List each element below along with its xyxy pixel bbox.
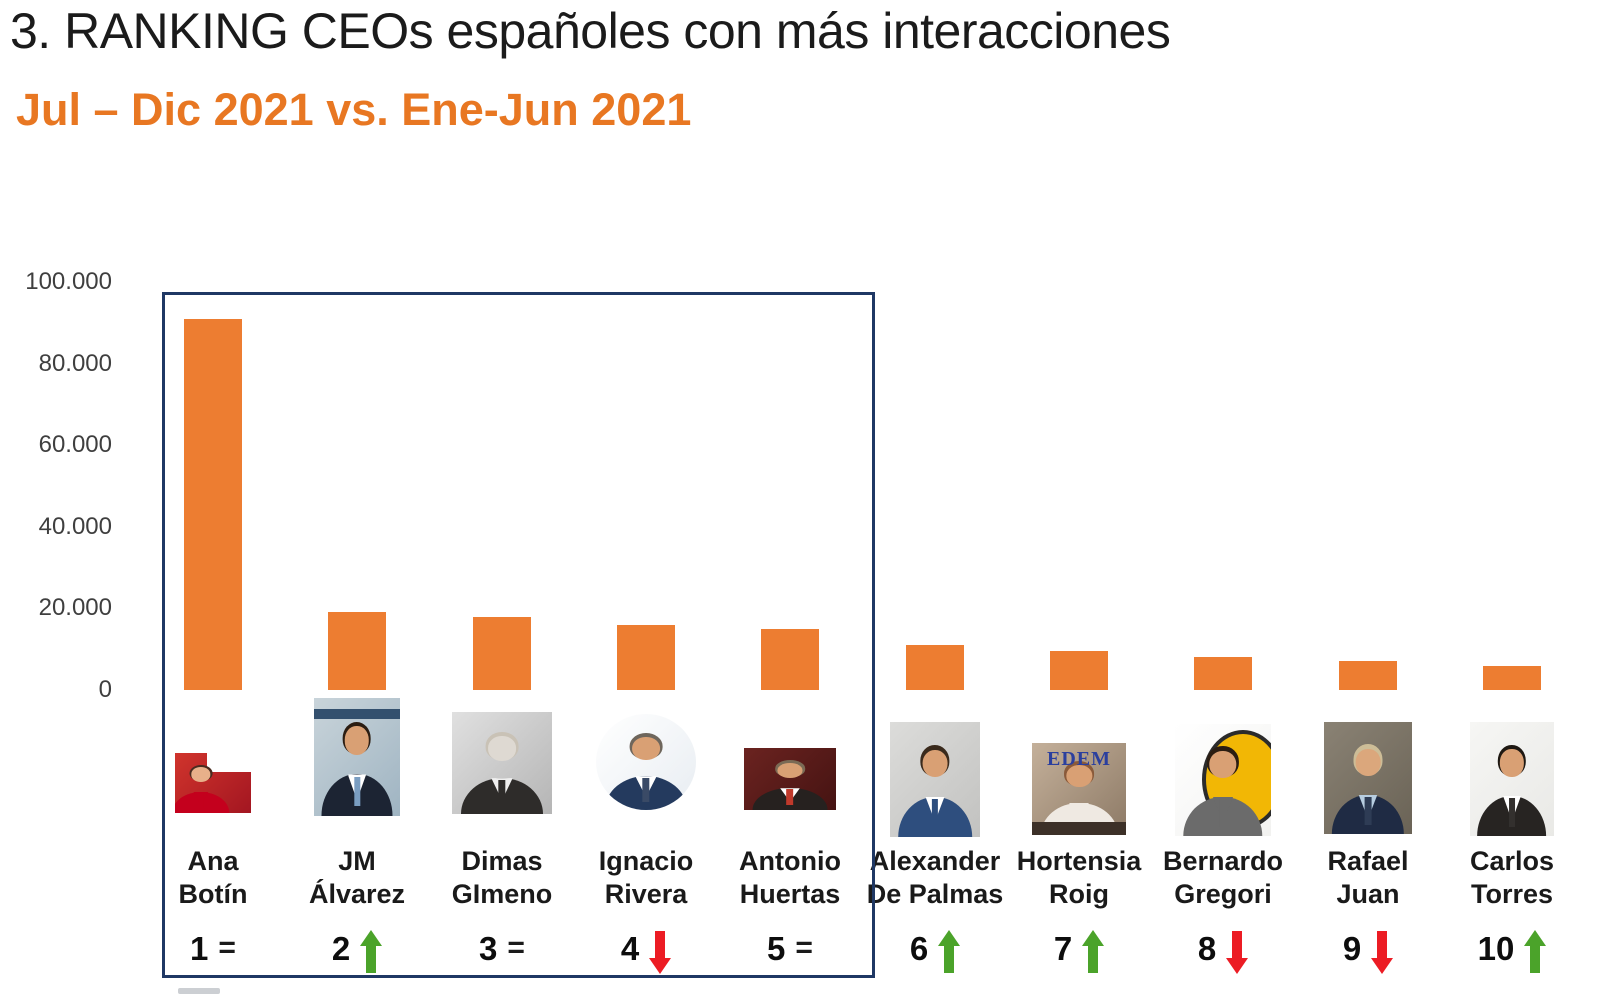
ceo-column-4: Ignacio Rivera 4	[574, 0, 718, 994]
ceo-photo-dimas-gimeno	[452, 712, 552, 814]
bar-rafael-juan	[1339, 661, 1397, 690]
down-arrow-icon	[649, 928, 671, 976]
rank-number: 1	[190, 930, 209, 967]
equal-sign-icon: =	[507, 931, 525, 964]
person-silhouette	[175, 765, 230, 813]
bar-ana-botin	[184, 319, 242, 690]
rank-number: 4	[620, 930, 640, 967]
rank-number: 7	[1053, 930, 1073, 967]
equal-sign-icon: =	[218, 931, 236, 964]
down-arrow-icon	[1371, 928, 1393, 976]
ceo-photo-ana-botin	[175, 753, 251, 813]
person-silhouette	[321, 721, 393, 816]
bar-bernardo-gregori	[1194, 657, 1252, 690]
y-axis-tick-80000: 80.000	[38, 350, 112, 377]
bar-carlos-torres	[1483, 666, 1541, 690]
rank-indicator: 6	[863, 928, 1007, 978]
rank-indicator: 2	[285, 928, 429, 978]
rank-number: 3	[479, 930, 498, 967]
edem-logo-text: EDEM	[1047, 747, 1111, 770]
down-arrow-icon	[1226, 928, 1248, 976]
rank-number: 2	[331, 930, 351, 967]
rank-indicator: 1 =	[141, 928, 285, 978]
rank-indicator: 10	[1440, 928, 1584, 978]
person-silhouette	[1477, 744, 1547, 836]
ceo-photo-jm-alvarez	[314, 698, 400, 816]
rank-indicator: 8	[1151, 928, 1295, 978]
ceo-column-5: Antonio Huertas 5 =	[718, 0, 862, 994]
up-arrow-icon	[360, 928, 382, 976]
ceo-photo-antonio-huertas	[744, 748, 836, 810]
bar-jm-alvarez	[328, 612, 386, 690]
rank-indicator: 7	[1007, 928, 1151, 978]
ceo-name: Ignacio Rivera	[598, 846, 694, 909]
ceo-name: Alexander De Palmas	[866, 846, 1004, 909]
ceo-photo-rafael-juan	[1324, 722, 1412, 834]
y-axis-tick-20000: 20.000	[38, 594, 112, 621]
person-silhouette	[1183, 746, 1263, 836]
up-arrow-icon	[938, 928, 960, 976]
up-arrow-icon	[1524, 928, 1546, 976]
ceo-photo-hortensia-roig: EDEM	[1032, 743, 1126, 835]
person-silhouette	[898, 745, 972, 837]
ceo-column-6: Alexander De Palmas 6	[863, 0, 1007, 994]
person-silhouette	[461, 732, 543, 814]
rank-indicator: 9	[1296, 928, 1440, 978]
rank-indicator: 4	[574, 928, 718, 978]
clipped-footnote-text	[178, 988, 220, 994]
bar-ignacio-rivera	[617, 625, 675, 690]
rank-indicator: 5 =	[718, 928, 862, 978]
ceo-name: Bernardo Gregori	[1162, 846, 1284, 909]
rank-number: 8	[1197, 930, 1217, 967]
rank-number: 5	[767, 930, 786, 967]
page-subtitle: Jul – Dic 2021 vs. Ene-Jun 2021	[16, 84, 692, 135]
ceo-column-3: Dimas GImeno 3 =	[430, 0, 574, 994]
person-silhouette	[605, 733, 687, 810]
ceo-column-2: JM Álvarez 2	[285, 0, 429, 994]
page-title: 3. RANKING CEOs españoles con más intera…	[10, 3, 1171, 59]
ceo-name: Carlos Torres	[1469, 846, 1555, 909]
bar-hortensia-roig	[1050, 651, 1108, 690]
person-silhouette	[1331, 744, 1405, 834]
ceo-photo-carlos-torres	[1470, 722, 1554, 836]
rank-number: 10	[1477, 930, 1515, 967]
y-axis-tick-40000: 40.000	[38, 513, 112, 540]
person-silhouette	[752, 760, 828, 810]
y-axis-tick-100000: 100.000	[25, 268, 112, 295]
ceo-name: JM Álvarez	[308, 846, 406, 909]
person-silhouette	[1040, 761, 1118, 835]
rank-number: 9	[1342, 930, 1362, 967]
y-axis-tick-60000: 60.000	[38, 431, 112, 458]
bar-alexander-de-palmas	[906, 645, 964, 690]
rank-number: 6	[909, 930, 929, 967]
up-arrow-icon	[1082, 928, 1104, 976]
equal-sign-icon: =	[795, 931, 813, 964]
ceo-name: Hortensia Roig	[1016, 846, 1142, 909]
ceo-name: Antonio Huertas	[739, 846, 841, 909]
ceo-column-1: Ana Botín 1 =	[141, 0, 285, 994]
bar-dimas-gimeno	[473, 617, 531, 690]
ceo-photo-alexander-de-palmas	[890, 722, 980, 837]
y-axis-tick-0: 0	[98, 676, 112, 703]
ceo-column-10: Carlos Torres 10	[1440, 0, 1584, 994]
ceo-column-7: EDEM Hortensia Roig 7	[1007, 0, 1151, 994]
ceo-photo-bernardo-gregori	[1175, 724, 1271, 836]
ceo-column-8: Bernardo Gregori 8	[1151, 0, 1295, 994]
ceo-column-9: Rafael Juan 9	[1296, 0, 1440, 994]
ceo-name: Rafael Juan	[1327, 846, 1409, 909]
rank-indicator: 3 =	[430, 928, 574, 978]
ceo-name: Ana Botín	[178, 846, 248, 909]
bar-antonio-huertas	[761, 629, 819, 690]
ceo-photo-ignacio-rivera	[596, 714, 696, 810]
ceo-name: Dimas GImeno	[451, 846, 553, 909]
